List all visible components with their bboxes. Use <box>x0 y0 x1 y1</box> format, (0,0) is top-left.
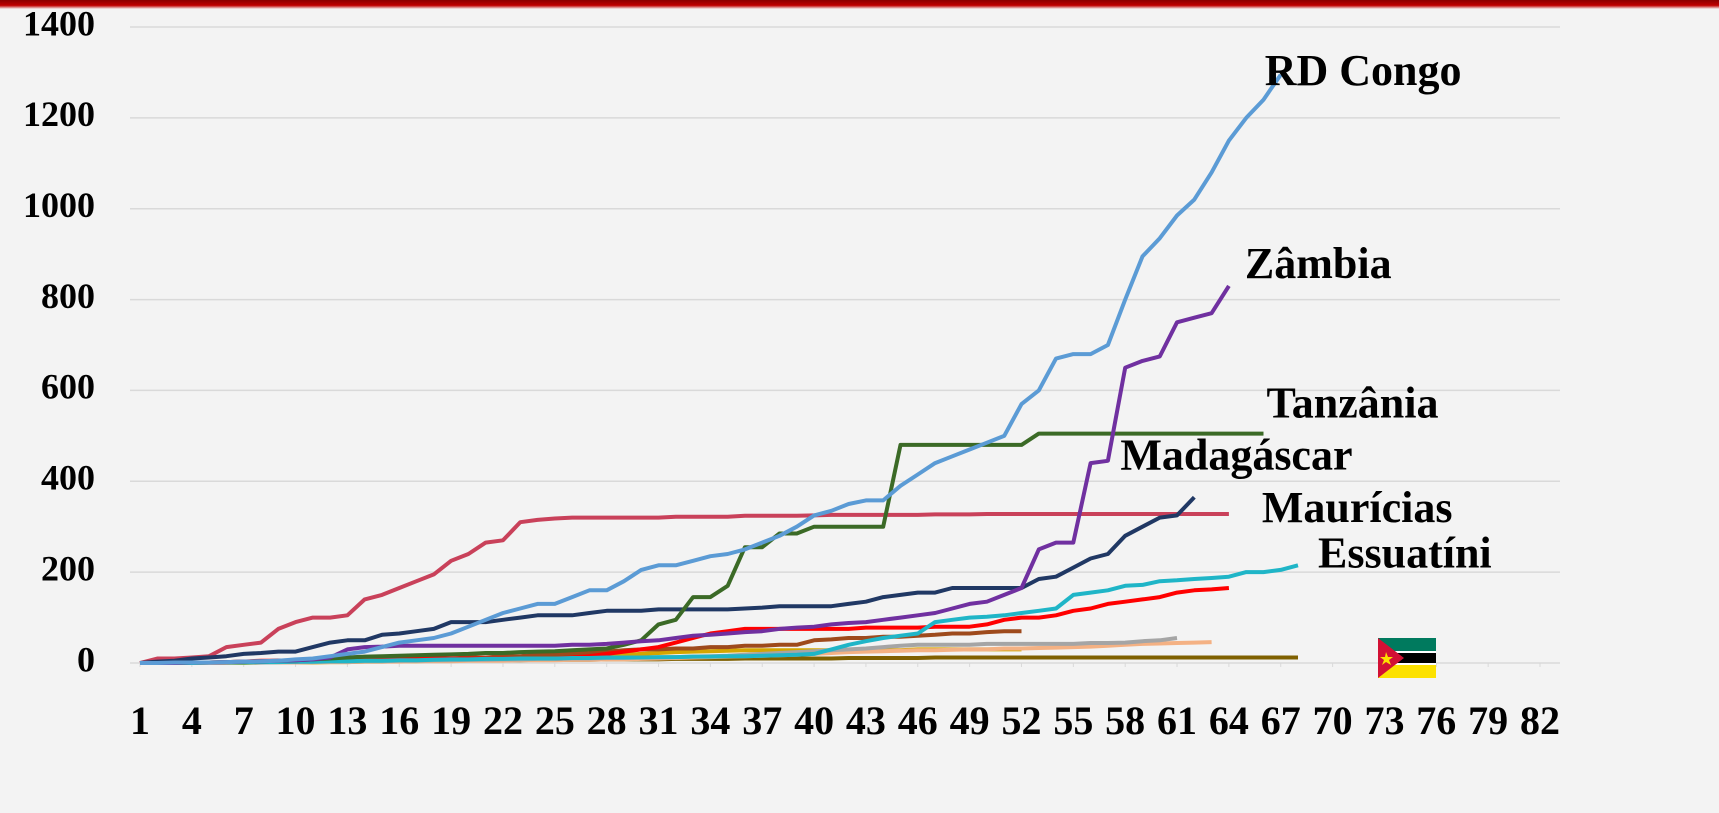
flag-star <box>1380 652 1393 665</box>
flag-stripe <box>1378 663 1436 665</box>
x-tick-label: 34 <box>690 698 730 743</box>
x-tick-label: 16 <box>379 698 419 743</box>
flag-stripe <box>1378 651 1436 653</box>
x-tick-label: 49 <box>950 698 990 743</box>
series-line <box>140 563 1299 665</box>
x-tick-label: 76 <box>1416 698 1456 743</box>
x-tick-label: 73 <box>1364 698 1404 743</box>
x-tick-label: 52 <box>1001 698 1041 743</box>
x-tick-label: 31 <box>639 698 679 743</box>
x-tick-label: 61 <box>1157 698 1197 743</box>
x-tick-label: 70 <box>1313 698 1353 743</box>
x-tick-label: 64 <box>1209 698 1249 743</box>
y-tick-label: 1200 <box>23 94 95 134</box>
y-tick-label: 0 <box>77 639 95 679</box>
flag-stripe <box>1378 665 1436 678</box>
x-tick-label: 55 <box>1053 698 1093 743</box>
top-band <box>0 0 1719 9</box>
x-tick-label: 28 <box>587 698 627 743</box>
x-tick-label: 43 <box>846 698 886 743</box>
series-label: Tanzânia <box>1266 379 1438 428</box>
x-tick-label: 1 <box>130 698 150 743</box>
x-tick-label: 79 <box>1468 698 1508 743</box>
y-tick-label: 200 <box>41 548 95 588</box>
labels: 0 200 400 600 800 1000 1200 1400 1 4 7 10 13 16 19 22 25… <box>23 3 1560 743</box>
series-line <box>140 73 1283 665</box>
series-label: RD Congo <box>1265 46 1462 95</box>
mozambique-flag <box>1378 638 1436 678</box>
grid <box>130 26 1560 667</box>
series-label: Madagáscar <box>1120 430 1352 479</box>
flag-stripe <box>1378 638 1436 651</box>
x-tick-label: 37 <box>742 698 782 743</box>
x-tick-label: 67 <box>1261 698 1301 743</box>
y-tick-label: 1400 <box>23 3 95 43</box>
y-tick-label: 400 <box>41 458 95 498</box>
flag-stripe <box>1378 653 1436 663</box>
x-tick-label: 40 <box>794 698 834 743</box>
series-label: Maurícias <box>1262 483 1453 532</box>
x-tick-label: 58 <box>1105 698 1145 743</box>
y-tick-label: 600 <box>41 367 95 407</box>
series-line <box>139 512 1229 665</box>
y-tick-label: 1000 <box>23 185 95 225</box>
x-tick-label: 22 <box>483 698 523 743</box>
x-tick-label: 10 <box>276 698 316 743</box>
x-tick-label: 7 <box>234 698 254 743</box>
x-tick-label: 82 <box>1520 698 1560 743</box>
lines <box>139 73 1299 665</box>
x-tick-label: 46 <box>898 698 938 743</box>
x-tick-label: 4 <box>182 698 202 743</box>
series-label: Zâmbia <box>1245 239 1392 288</box>
x-tick-label: 19 <box>431 698 471 743</box>
series-label: Essuatíni <box>1318 528 1492 577</box>
x-tick-label: 25 <box>535 698 575 743</box>
y-tick-label: 800 <box>41 276 95 316</box>
x-tick-label: 13 <box>327 698 367 743</box>
